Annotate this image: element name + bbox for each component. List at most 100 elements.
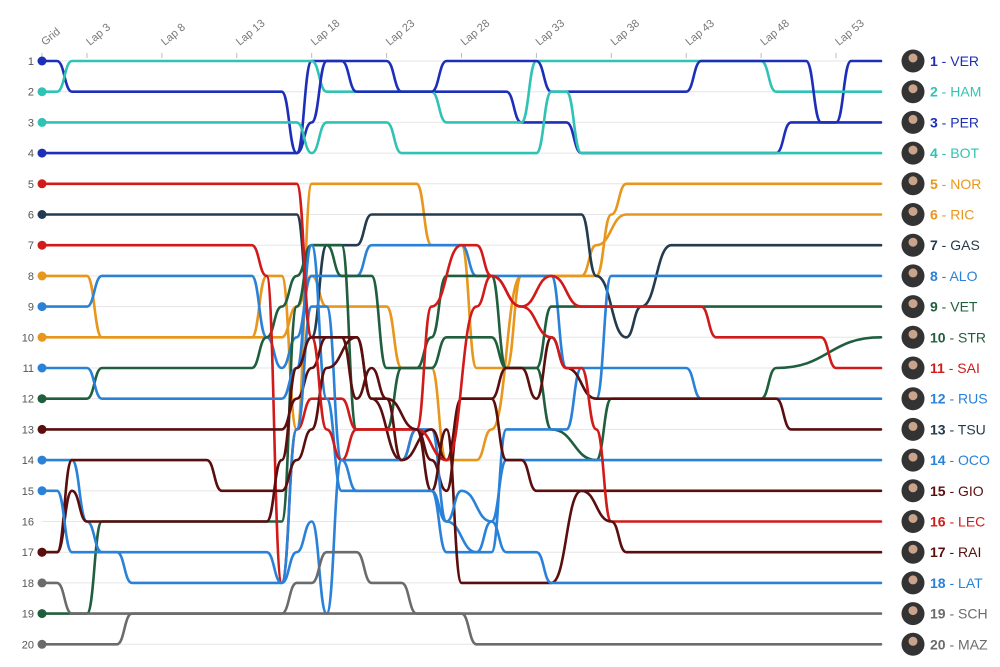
series-line-lat bbox=[40, 458, 883, 615]
driver-label-lec: 16 - LEC bbox=[930, 514, 985, 530]
driver-position: 20 bbox=[930, 636, 946, 652]
avatar-face-ham bbox=[908, 84, 918, 94]
driver-code: NOR bbox=[950, 176, 981, 192]
start-dot-str bbox=[37, 394, 47, 404]
y-tick-label: 16 bbox=[22, 517, 34, 529]
x-tick-label: Lap 43 bbox=[683, 17, 716, 48]
driver-label-lat: 18 - LAT bbox=[930, 575, 983, 591]
driver-label-gio: 15 - GIO bbox=[930, 483, 984, 499]
x-tick-label: Lap 18 bbox=[309, 17, 342, 48]
driver-label-gas: 7 - GAS bbox=[930, 237, 980, 253]
start-dot-alo bbox=[37, 302, 47, 312]
driver-code: MAZ bbox=[958, 636, 988, 652]
driver-label-alo: 8 - ALO bbox=[930, 268, 978, 284]
label-separator: - bbox=[938, 145, 950, 161]
label-separator: - bbox=[938, 84, 950, 100]
series-line-sai bbox=[40, 243, 883, 585]
driver-code: RAI bbox=[958, 544, 981, 560]
label-separator: - bbox=[945, 360, 957, 376]
driver-lines bbox=[37, 56, 883, 649]
series-line-bot bbox=[40, 90, 883, 155]
label-separator: - bbox=[938, 299, 950, 315]
series-line-sch bbox=[40, 550, 883, 615]
x-tick-label: Grid bbox=[39, 26, 63, 49]
avatar-face-rus bbox=[908, 391, 918, 401]
start-dot-ver bbox=[37, 56, 47, 66]
label-separator: - bbox=[946, 329, 958, 345]
driver-label-tsu: 13 - TSU bbox=[930, 421, 986, 437]
avatar-face-rai bbox=[908, 544, 918, 554]
avatar-face-vet bbox=[908, 299, 918, 309]
y-tick-label: 9 bbox=[28, 302, 34, 314]
driver-label-per: 3 - PER bbox=[930, 114, 979, 130]
start-dot-rus bbox=[37, 363, 47, 373]
driver-code: RUS bbox=[958, 391, 988, 407]
series-line-tsu bbox=[40, 336, 883, 493]
label-separator: - bbox=[946, 421, 958, 437]
driver-code: OCO bbox=[958, 452, 990, 468]
driver-position: 17 bbox=[930, 544, 946, 560]
x-tick-label: Lap 53 bbox=[833, 17, 866, 48]
y-tick-label: 18 bbox=[22, 578, 34, 590]
y-tick-label: 12 bbox=[22, 394, 34, 406]
start-dot-ham bbox=[37, 87, 47, 97]
driver-position: 3 bbox=[930, 114, 938, 130]
driver-label-maz: 20 - MAZ bbox=[930, 636, 988, 652]
series-line-per bbox=[40, 59, 883, 155]
avatar-face-gio bbox=[908, 483, 918, 493]
x-tick-label: Lap 13 bbox=[234, 17, 267, 48]
label-separator: - bbox=[946, 544, 958, 560]
y-tick-label: 14 bbox=[22, 455, 34, 467]
y-tick-label: 8 bbox=[28, 271, 34, 283]
driver-code: GIO bbox=[958, 483, 984, 499]
x-tick-label: Lap 3 bbox=[84, 21, 113, 48]
series-line-gio bbox=[40, 336, 883, 554]
series-line-ric bbox=[40, 213, 883, 462]
driver-code: PER bbox=[950, 114, 979, 130]
driver-position: 18 bbox=[930, 575, 946, 591]
driver-position: 2 bbox=[930, 84, 938, 100]
driver-code: SAI bbox=[957, 360, 980, 376]
driver-position: 6 bbox=[930, 207, 938, 223]
driver-label-ver: 1 - VER bbox=[930, 53, 979, 69]
avatar-face-tsu bbox=[908, 421, 918, 431]
driver-code: LEC bbox=[958, 514, 985, 530]
avatar-face-sch bbox=[908, 606, 918, 616]
start-dot-lat bbox=[37, 486, 47, 496]
driver-position: 15 bbox=[930, 483, 946, 499]
start-dot-rai bbox=[37, 547, 47, 557]
avatar-face-oco bbox=[908, 452, 918, 462]
driver-label-oco: 14 - OCO bbox=[930, 452, 990, 468]
driver-position: 8 bbox=[930, 268, 938, 284]
start-dot-ric bbox=[37, 271, 47, 281]
label-separator: - bbox=[938, 237, 950, 253]
label-separator: - bbox=[946, 575, 958, 591]
y-tick-label: 4 bbox=[28, 148, 34, 160]
label-separator: - bbox=[946, 514, 958, 530]
y-tick-label: 3 bbox=[28, 117, 34, 129]
driver-position: 12 bbox=[930, 391, 946, 407]
driver-code: GAS bbox=[950, 237, 980, 253]
series-line-str bbox=[40, 243, 883, 462]
start-dot-vet bbox=[37, 609, 47, 619]
driver-code: ALO bbox=[949, 268, 977, 284]
start-dot-maz bbox=[37, 639, 47, 649]
driver-label-nor: 5 - NOR bbox=[930, 176, 981, 192]
driver-label-rus: 12 - RUS bbox=[930, 391, 988, 407]
driver-position: 9 bbox=[930, 299, 938, 315]
driver-code: HAM bbox=[950, 84, 981, 100]
y-tick-label: 19 bbox=[22, 609, 34, 621]
start-dot-tsu bbox=[37, 424, 47, 434]
driver-code: TSU bbox=[958, 421, 986, 437]
driver-code: RIC bbox=[950, 207, 974, 223]
x-tick-label: Lap 38 bbox=[609, 17, 642, 48]
series-line-nor bbox=[40, 182, 883, 431]
driver-position: 5 bbox=[930, 176, 938, 192]
avatar-face-lat bbox=[908, 575, 918, 585]
driver-position: 7 bbox=[930, 237, 938, 253]
x-tick-label: Lap 8 bbox=[159, 21, 188, 48]
x-tick-label: Lap 33 bbox=[534, 17, 567, 48]
y-tick-label: 1 bbox=[28, 56, 34, 68]
driver-label-str: 10 - STR bbox=[930, 329, 986, 345]
driver-position: 11 bbox=[930, 360, 945, 376]
